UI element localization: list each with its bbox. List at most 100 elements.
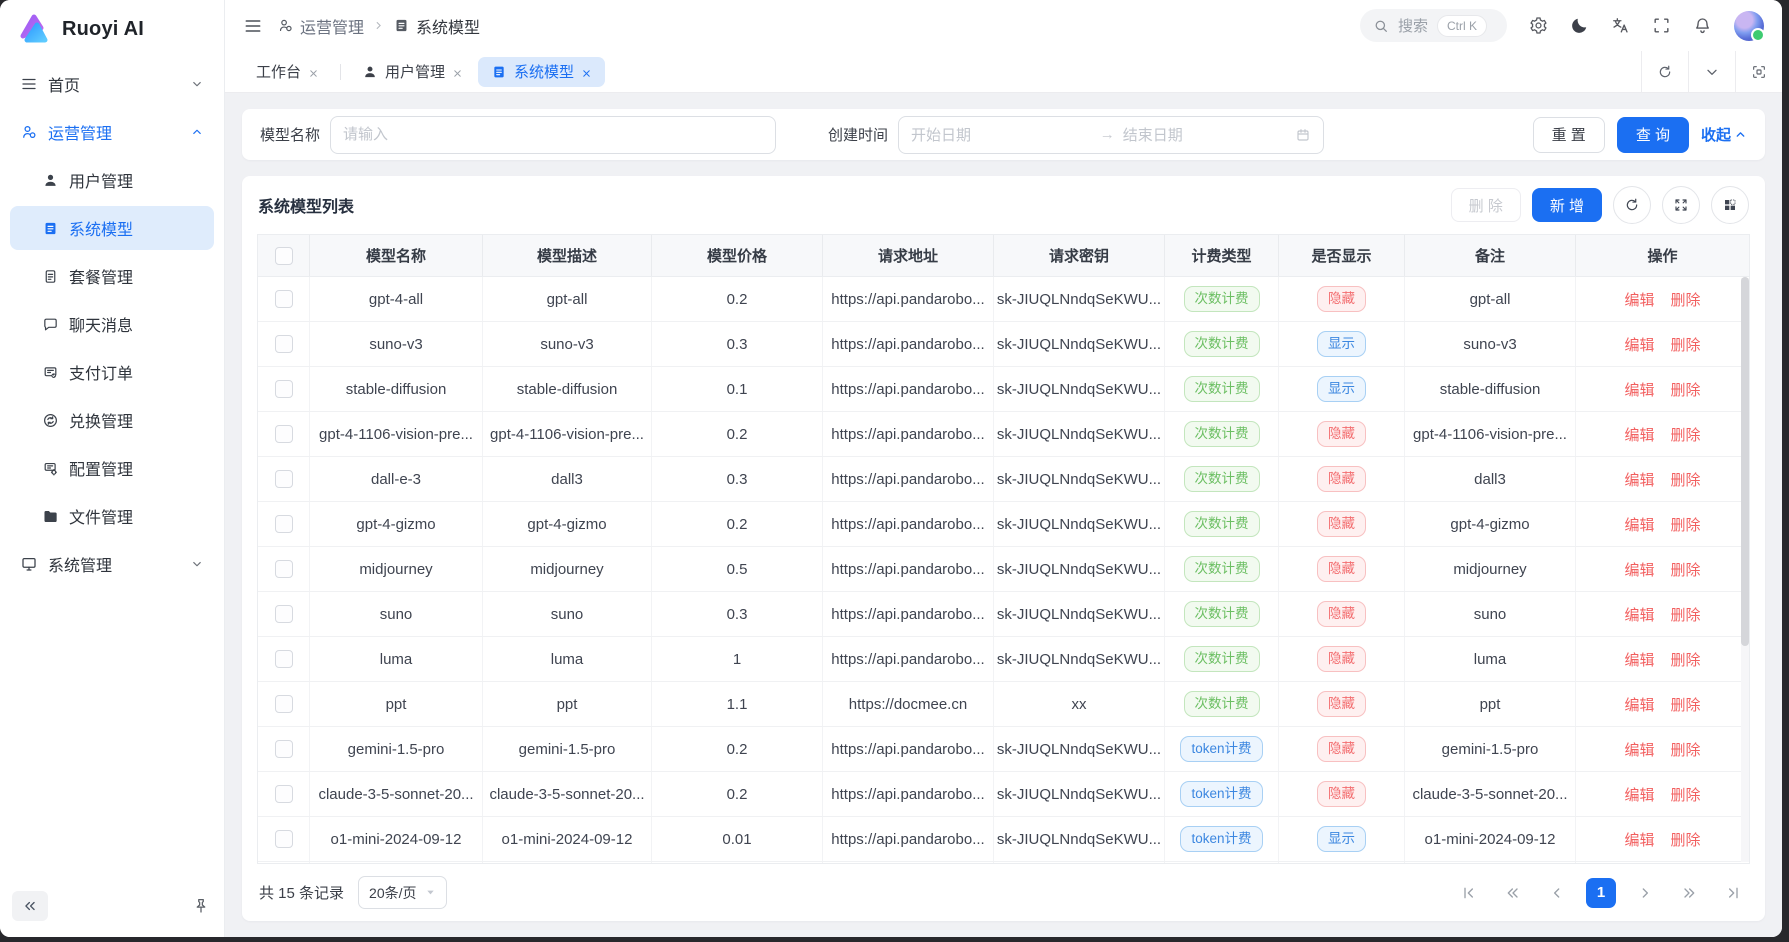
delete-link[interactable]: 删除 — [1670, 741, 1701, 759]
maximize-content-icon[interactable] — [1735, 51, 1782, 92]
current-page-button[interactable]: 1 — [1586, 877, 1616, 908]
last-page-button[interactable] — [1718, 878, 1748, 908]
sidebar-item-文件管理[interactable]: 文件管理 — [10, 494, 214, 538]
billing-type-tag: 次数计费 — [1183, 376, 1260, 402]
delete-link[interactable]: 删除 — [1670, 426, 1701, 444]
expand-table-button[interactable] — [1662, 186, 1700, 224]
row-checkbox[interactable] — [274, 785, 293, 803]
edit-link[interactable]: 编辑 — [1624, 786, 1655, 804]
request-key-cell: sk-JIUQLNndqSeKWU... — [994, 592, 1165, 636]
global-search[interactable]: 搜索 Ctrl K — [1360, 9, 1507, 42]
hamburger-menu-icon[interactable] — [243, 16, 263, 36]
sidebar-item-系统模型[interactable]: 系统模型 — [10, 206, 214, 250]
first-page-button[interactable] — [1454, 878, 1484, 908]
delete-link[interactable]: 删除 — [1670, 471, 1701, 489]
delete-link[interactable]: 删除 — [1670, 516, 1701, 534]
actions-cell: 编辑删除 — [1576, 817, 1749, 861]
edit-link[interactable]: 编辑 — [1624, 291, 1655, 309]
sidebar-group-系统管理[interactable]: 系统管理 — [10, 542, 214, 586]
delete-link[interactable]: 删除 — [1670, 606, 1701, 624]
row-checkbox[interactable] — [274, 695, 293, 713]
delete-link[interactable]: 删除 — [1670, 786, 1701, 804]
edit-link[interactable]: 编辑 — [1624, 561, 1655, 579]
delete-link[interactable]: 删除 — [1670, 561, 1701, 579]
edit-link[interactable]: 编辑 — [1624, 516, 1655, 534]
date-range-input[interactable]: 开始日期 → 结束日期 — [898, 115, 1325, 154]
refresh-table-button[interactable] — [1613, 186, 1651, 224]
fullscreen-icon[interactable] — [1652, 16, 1671, 35]
request-url-cell: https://api.pandarobo... — [823, 772, 994, 816]
delete-link[interactable]: 删除 — [1670, 291, 1701, 309]
row-checkbox[interactable] — [274, 650, 293, 668]
sidebar-item-用户管理[interactable]: 用户管理 — [10, 158, 214, 202]
exchange-icon — [42, 412, 59, 429]
next-page-button[interactable] — [1630, 878, 1660, 908]
sidebar-item-套餐管理[interactable]: 套餐管理 — [10, 254, 214, 298]
row-checkbox[interactable] — [274, 830, 293, 848]
collapse-filter-link[interactable]: 收起 — [1701, 124, 1747, 145]
edit-link[interactable]: 编辑 — [1624, 651, 1655, 669]
chevron-right-icon — [372, 19, 385, 32]
tab-系统模型[interactable]: 系统模型 — [478, 56, 606, 87]
breadcrumb-item-system-model[interactable]: 系统模型 — [393, 14, 480, 38]
table-scrollbar-thumb[interactable] — [1741, 277, 1749, 647]
close-icon[interactable] — [581, 66, 592, 77]
row-checkbox[interactable] — [274, 605, 293, 623]
model-name-input[interactable] — [330, 115, 777, 154]
edit-link[interactable]: 编辑 — [1624, 606, 1655, 624]
notifications-bell-icon[interactable] — [1693, 16, 1712, 35]
row-checkbox[interactable] — [274, 515, 293, 533]
row-checkbox[interactable] — [274, 335, 293, 353]
sidebar-item-配置管理[interactable]: 配置管理 — [10, 446, 214, 490]
row-checkbox[interactable] — [274, 380, 293, 398]
delete-link[interactable]: 删除 — [1670, 336, 1701, 354]
row-checkbox[interactable] — [274, 290, 293, 308]
sidebar-group-首页[interactable]: 首页 — [10, 62, 214, 106]
sidebar-item-支付订单[interactable]: 支付订单 — [10, 350, 214, 394]
edit-link[interactable]: 编辑 — [1624, 426, 1655, 444]
next-5-pages-button[interactable] — [1674, 878, 1704, 908]
sidebar-item-聊天消息[interactable]: 聊天消息 — [10, 302, 214, 346]
row-select-cell — [258, 277, 310, 321]
pin-icon[interactable] — [192, 897, 210, 915]
add-button[interactable]: 新 增 — [1531, 188, 1602, 222]
row-checkbox[interactable] — [274, 560, 293, 578]
logo[interactable]: Ruoyi AI — [0, 0, 224, 58]
prev-5-pages-button[interactable] — [1498, 878, 1528, 908]
edit-link[interactable]: 编辑 — [1624, 381, 1655, 399]
translate-icon[interactable] — [1611, 16, 1630, 35]
delete-link[interactable]: 删除 — [1670, 696, 1701, 714]
user-avatar[interactable] — [1734, 10, 1765, 42]
model-price-cell: 0.5 — [652, 547, 823, 591]
row-checkbox[interactable] — [274, 425, 293, 443]
dark-mode-moon-icon[interactable] — [1570, 16, 1589, 35]
page-size-select[interactable]: 20条/页 — [358, 876, 447, 909]
sidebar-item-兑换管理[interactable]: 兑换管理 — [10, 398, 214, 442]
close-icon[interactable] — [452, 66, 463, 77]
refresh-tab-icon[interactable] — [1641, 51, 1688, 92]
edit-link[interactable]: 编辑 — [1624, 831, 1655, 849]
row-checkbox[interactable] — [274, 740, 293, 758]
sidebar-collapse-button[interactable] — [12, 891, 48, 921]
edit-link[interactable]: 编辑 — [1624, 471, 1655, 489]
close-icon[interactable] — [308, 66, 319, 77]
tab-menu-chevron-down-icon[interactable] — [1688, 51, 1735, 92]
row-checkbox[interactable] — [274, 470, 293, 488]
select-all-checkbox[interactable] — [274, 246, 293, 265]
edit-link[interactable]: 编辑 — [1624, 741, 1655, 759]
settings-gear-icon[interactable] — [1529, 16, 1548, 35]
reset-button[interactable]: 重 置 — [1532, 116, 1605, 153]
delete-link[interactable]: 删除 — [1670, 831, 1701, 849]
delete-button[interactable]: 删 除 — [1450, 188, 1521, 222]
edit-link[interactable]: 编辑 — [1624, 696, 1655, 714]
sidebar-group-运营管理[interactable]: 运营管理 — [10, 110, 214, 154]
tab-工作台[interactable]: 工作台 — [243, 57, 332, 87]
query-button[interactable]: 查 询 — [1616, 116, 1689, 153]
tab-用户管理[interactable]: 用户管理 — [349, 57, 476, 87]
breadcrumb-item-operations[interactable]: 运营管理 — [277, 14, 364, 38]
delete-link[interactable]: 删除 — [1670, 651, 1701, 669]
delete-link[interactable]: 删除 — [1670, 381, 1701, 399]
edit-link[interactable]: 编辑 — [1624, 336, 1655, 354]
column-settings-button[interactable] — [1711, 186, 1749, 224]
prev-page-button[interactable] — [1542, 878, 1572, 908]
